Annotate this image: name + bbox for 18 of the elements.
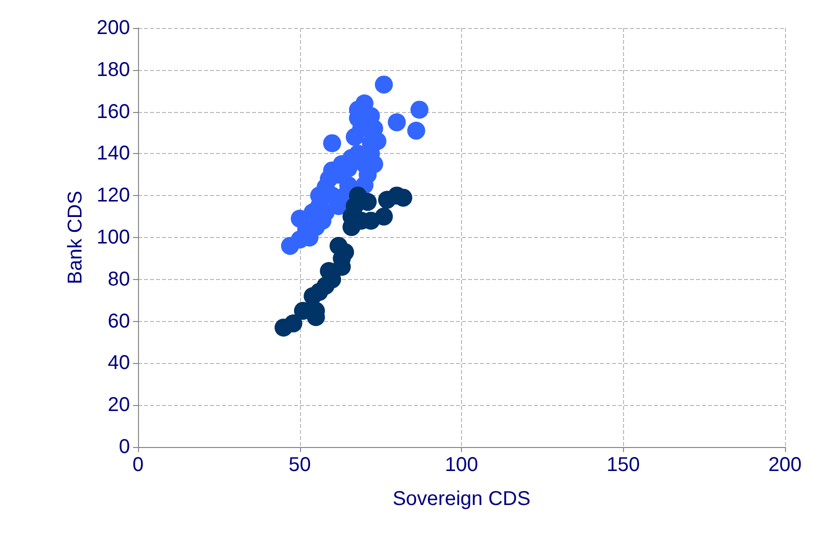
y-tick-label: 140: [96, 142, 130, 165]
x-axis-title: Sovereign CDS: [392, 488, 530, 510]
y-axis-title: Bank CDS: [64, 190, 87, 284]
y-tick-label: 100: [96, 226, 130, 248]
y-tick-label: 120: [96, 184, 130, 207]
x-tick-label: 150: [606, 454, 640, 476]
x-tick-label: 0: [132, 454, 144, 476]
y-tick-label: 20: [108, 394, 130, 416]
y-tick-label: 0: [118, 436, 130, 458]
y-tick-label: 180: [96, 58, 130, 81]
x-tick-label: 100: [444, 454, 478, 476]
y-tick-label: 60: [108, 310, 130, 332]
y-tick-label: 160: [96, 100, 130, 123]
x-tick-label: 200: [768, 454, 802, 476]
y-tick-label: 40: [108, 352, 130, 374]
y-tick-label: 80: [108, 268, 130, 290]
x-tick-label: 50: [288, 454, 311, 476]
y-tick-label: 200: [96, 17, 130, 39]
